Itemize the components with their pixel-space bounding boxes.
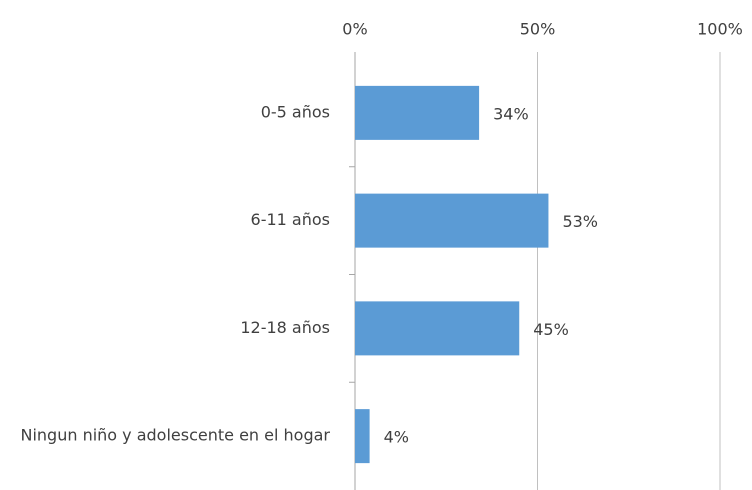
- data-label: 34%: [493, 104, 529, 123]
- y-tick-label: Ningun niño y adolescente en el hogar: [20, 426, 330, 445]
- x-tick-label: 0%: [342, 20, 367, 39]
- y-tick-label: 12-18 años: [240, 318, 330, 337]
- data-label: 53%: [562, 212, 598, 231]
- bar: [355, 301, 520, 356]
- data-label: 4%: [384, 428, 409, 447]
- x-tick-label: 50%: [520, 20, 556, 39]
- y-tick-label: 6-11 años: [251, 210, 330, 229]
- bar: [355, 193, 549, 248]
- bar: [355, 409, 370, 464]
- x-tick-label: 100%: [697, 20, 743, 39]
- bar: [355, 85, 480, 140]
- y-tick-label: 0-5 años: [261, 102, 330, 121]
- data-label: 45%: [533, 320, 569, 339]
